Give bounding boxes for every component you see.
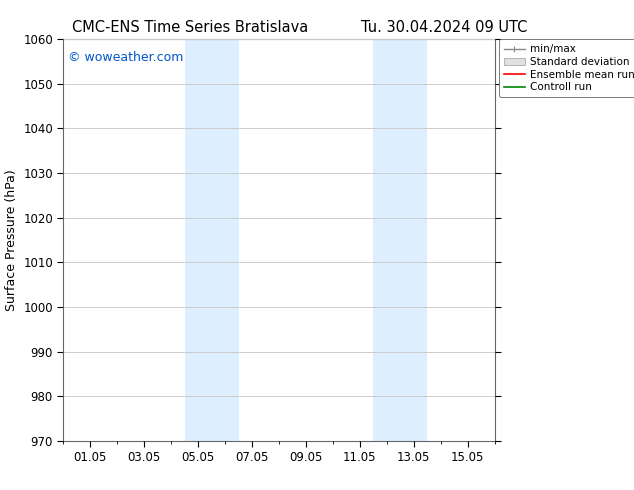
Text: CMC-ENS Time Series Bratislava: CMC-ENS Time Series Bratislava [72, 20, 308, 35]
Bar [184, 39, 238, 441]
Text: © woweather.com: © woweather.com [68, 51, 183, 64]
Legend: min/max, Standard deviation, Ensemble mean run, Controll run: min/max, Standard deviation, Ensemble me… [499, 39, 634, 98]
Text: Tu. 30.04.2024 09 UTC: Tu. 30.04.2024 09 UTC [361, 20, 527, 35]
Y-axis label: Surface Pressure (hPa): Surface Pressure (hPa) [4, 169, 18, 311]
Bar [373, 39, 427, 441]
